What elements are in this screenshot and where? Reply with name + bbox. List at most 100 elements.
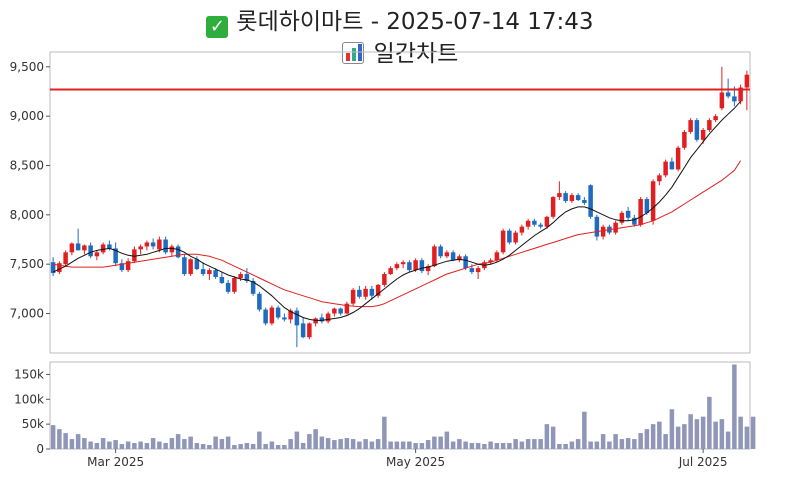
candle-body (575, 195, 581, 201)
volume-bar (732, 364, 737, 449)
candle-body (650, 181, 656, 221)
x-axis-tick-label: May 2025 (386, 455, 445, 469)
candle-body (444, 252, 450, 257)
candle-body (369, 288, 375, 296)
candle-body (569, 195, 575, 202)
candle (188, 258, 193, 277)
candle (488, 258, 493, 265)
volume-bar (525, 439, 531, 449)
candle-body (350, 289, 356, 304)
candle (669, 157, 675, 170)
volume-bar (432, 436, 437, 449)
candle-body (332, 308, 337, 314)
candle (738, 84, 743, 105)
candle-body (94, 252, 100, 257)
candle (213, 268, 218, 279)
candle-body (519, 226, 525, 233)
price-y-tick-label: 9,000 (10, 109, 44, 123)
volume-bar (319, 436, 325, 449)
volume-bar (325, 438, 331, 449)
candle (357, 285, 362, 299)
volume-bar (532, 439, 537, 449)
candle (563, 191, 568, 203)
candle-body (700, 129, 706, 140)
candle-body (238, 274, 243, 278)
candle-body (507, 230, 512, 243)
candle-body (282, 317, 287, 320)
candle (300, 317, 306, 339)
candle-body (294, 310, 300, 326)
candle-body (188, 259, 193, 275)
volume-bar (207, 445, 212, 449)
candle-body (319, 317, 325, 322)
candle (219, 272, 225, 284)
candle (225, 279, 231, 294)
volume-bar (625, 438, 631, 449)
candle (232, 276, 237, 294)
candle-body (275, 307, 281, 318)
candle-body (557, 193, 562, 198)
volume-bar (663, 434, 668, 449)
check-mark-icon: ✓ (206, 16, 229, 38)
candle (400, 260, 406, 269)
price-y-tick-label: 8,000 (10, 208, 44, 222)
candle (407, 260, 412, 273)
candle (444, 250, 450, 259)
volume-bar (538, 439, 543, 449)
volume-bar (450, 441, 456, 449)
candle-body (544, 216, 550, 227)
candle-body (257, 293, 262, 310)
candle-body (57, 263, 62, 273)
candle (588, 184, 593, 219)
volume-bar (563, 444, 568, 449)
candle (657, 173, 662, 186)
candle-body (725, 92, 731, 97)
candle (275, 305, 281, 320)
volume-bar (594, 441, 600, 449)
candle (100, 242, 106, 255)
volume-bar (94, 443, 100, 449)
price-plot-frame (49, 51, 751, 354)
candle (432, 244, 437, 268)
candle-body (688, 120, 693, 132)
volume-y-tick-label: 100k (14, 392, 44, 406)
candle-body (594, 216, 600, 237)
candle (307, 322, 312, 340)
chart-subtitle: 일간차트 (373, 41, 459, 67)
volume-bar (738, 416, 743, 449)
volume-bar (369, 441, 375, 449)
candle-body (269, 307, 275, 324)
candle-body (663, 161, 668, 176)
volume-bar (582, 411, 587, 449)
candle (575, 193, 581, 202)
candle (388, 266, 393, 276)
volume-bar (644, 429, 650, 449)
candle-body (75, 243, 81, 251)
volume-bar (238, 444, 243, 449)
candle (325, 311, 331, 324)
candle (200, 262, 206, 277)
volume-bar (119, 444, 125, 449)
candle-body (144, 242, 150, 247)
volume-bar (232, 445, 237, 449)
candle (519, 224, 525, 236)
candle (625, 206, 631, 221)
candle (525, 218, 531, 230)
candle-body (250, 280, 256, 294)
price-y-tick-label: 7,500 (10, 257, 44, 271)
candle-body (344, 303, 350, 314)
volume-bar (638, 433, 643, 449)
volume-bar (700, 416, 706, 449)
candle-body (657, 175, 662, 182)
candle (319, 313, 325, 324)
volume-y-tick-label: 50k (22, 417, 44, 431)
candle-body (407, 262, 412, 271)
volume-bar (488, 441, 493, 449)
volume-bar (707, 396, 712, 449)
candle (438, 244, 443, 259)
candle (507, 228, 512, 245)
candle (119, 259, 125, 273)
candle (513, 230, 518, 245)
candle (613, 220, 618, 235)
candle (57, 261, 62, 275)
